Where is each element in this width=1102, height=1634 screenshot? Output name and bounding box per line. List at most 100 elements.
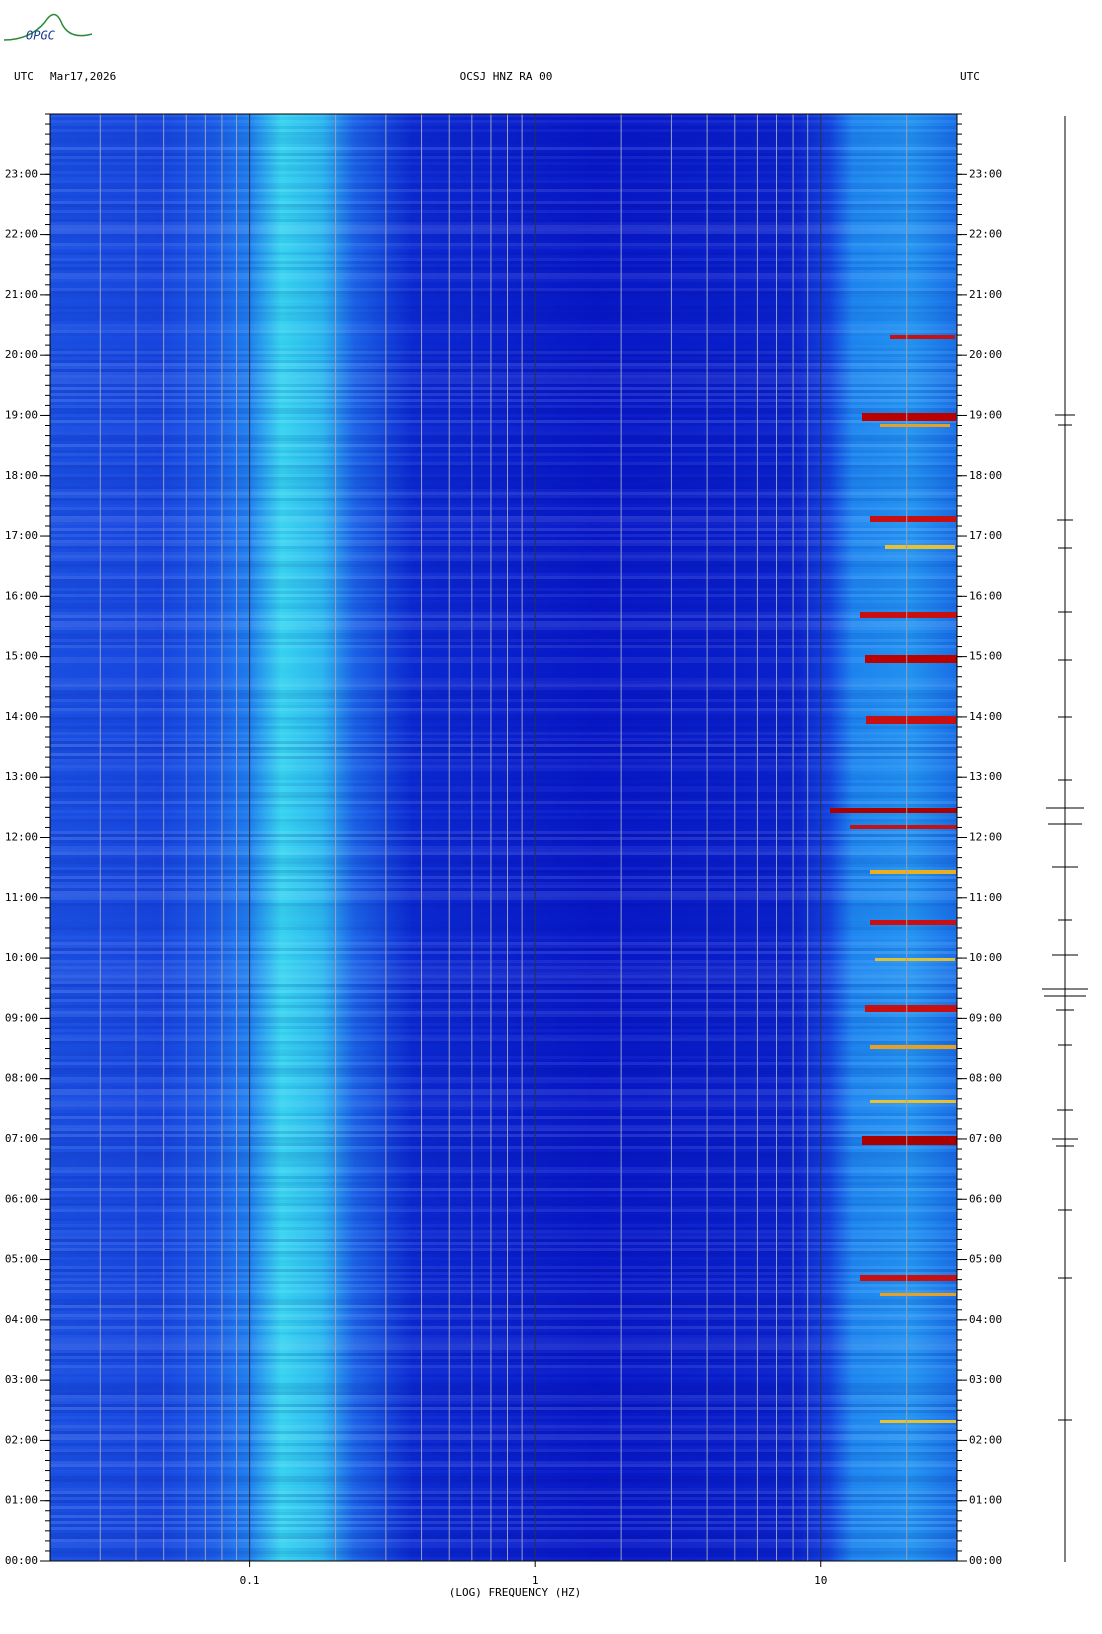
texture-stripe: [50, 951, 957, 954]
y-tick-label: 21:00: [5, 288, 38, 301]
texture-stripe: [50, 1524, 957, 1527]
texture-stripe: [50, 438, 957, 441]
texture-stripe: [50, 147, 957, 150]
texture-stripe: [50, 876, 957, 879]
texture-stripe: [50, 1170, 957, 1173]
texture-stripe: [50, 660, 957, 663]
texture-stripe: [50, 1281, 957, 1284]
texture-stripe: [50, 468, 957, 471]
texture-stripe: [50, 1230, 957, 1233]
texture-stripe: [50, 387, 957, 390]
texture-stripe: [50, 543, 957, 546]
texture-stripe: [50, 1533, 957, 1536]
texture-stripe: [50, 1455, 957, 1458]
y-tick-label: 08:00: [969, 1072, 1002, 1085]
texture-stripe: [50, 606, 957, 609]
texture-stripe: [50, 882, 957, 885]
texture-stripe: [50, 1164, 957, 1167]
texture-stripe: [50, 684, 957, 687]
y-tick-label: 21:00: [969, 288, 1002, 301]
texture-stripe: [50, 975, 957, 978]
texture-stripe: [50, 495, 957, 498]
texture-stripe: [50, 852, 957, 855]
texture-stripe: [50, 840, 957, 843]
texture-stripe: [50, 1431, 957, 1434]
chart-title: OCSJ HNZ RA 00: [460, 70, 553, 83]
texture-stripe: [50, 228, 957, 231]
texture-stripe: [50, 1344, 957, 1347]
texture-stripe: [50, 849, 957, 852]
texture-stripe: [50, 327, 957, 330]
texture-stripe: [50, 1425, 957, 1428]
texture-stripe: [50, 744, 957, 747]
x-tick-label: 0.1: [240, 1574, 260, 1587]
texture-stripe: [50, 1269, 957, 1272]
texture-stripe: [50, 1131, 957, 1134]
texture-stripe: [50, 792, 957, 795]
texture-stripe: [50, 579, 957, 582]
texture-stripe: [50, 1020, 957, 1023]
texture-stripe: [50, 312, 957, 315]
y-tick-label: 20:00: [5, 348, 38, 361]
texture-stripe: [50, 777, 957, 780]
texture-stripe: [50, 207, 957, 210]
texture-stripe: [50, 591, 957, 594]
texture-stripe: [50, 1548, 957, 1551]
texture-stripe: [50, 366, 957, 369]
texture-stripe: [50, 237, 957, 240]
texture-stripe: [50, 756, 957, 759]
texture-stripe: [50, 135, 957, 138]
texture-stripe: [50, 705, 957, 708]
texture-stripe: [50, 441, 957, 444]
texture-stripe: [50, 1092, 957, 1095]
texture-stripe: [50, 1542, 957, 1545]
texture-stripe: [50, 642, 957, 645]
texture-stripe: [50, 846, 957, 849]
texture-stripe: [50, 138, 957, 141]
texture-stripe: [50, 498, 957, 501]
texture-stripe: [50, 168, 957, 171]
texture-stripe: [50, 978, 957, 981]
texture-stripe: [50, 1365, 957, 1368]
texture-stripe: [50, 1461, 957, 1464]
texture-stripe: [50, 1317, 957, 1320]
texture-stripe: [50, 1068, 957, 1071]
y-tick-label: 03:00: [5, 1373, 38, 1386]
texture-stripe: [50, 1062, 957, 1065]
texture-stripe: [50, 1437, 957, 1440]
texture-stripe: [50, 1005, 957, 1008]
y-tick-label: 12:00: [969, 831, 1002, 844]
y-tick-label: 07:00: [5, 1132, 38, 1145]
texture-stripe: [50, 891, 957, 894]
texture-stripe: [50, 903, 957, 906]
seismogram: [1042, 116, 1088, 1562]
texture-stripe: [50, 966, 957, 969]
texture-stripe: [50, 1113, 957, 1116]
texture-stripe: [50, 1125, 957, 1128]
texture-stripe: [50, 276, 957, 279]
texture-stripe: [50, 1185, 957, 1188]
texture-stripe: [50, 384, 957, 387]
texture-stripe: [50, 1035, 957, 1038]
texture-stripe: [50, 1506, 957, 1509]
texture-stripe: [50, 258, 957, 261]
texture-stripe: [50, 870, 957, 873]
texture-stripe: [50, 582, 957, 585]
texture-stripe: [50, 1050, 957, 1053]
texture-stripe: [50, 1452, 957, 1455]
texture-stripe: [50, 612, 957, 615]
texture-stripe: [50, 1128, 957, 1131]
texture-stripe: [50, 774, 957, 777]
x-tick-label: 1: [532, 1574, 539, 1587]
y-tick-label: 05:00: [969, 1253, 1002, 1266]
texture-stripe: [50, 1101, 957, 1104]
texture-stripe: [50, 1527, 957, 1530]
texture-stripe: [50, 1494, 957, 1497]
y-tick-label: 12:00: [5, 831, 38, 844]
texture-stripe: [50, 1074, 957, 1077]
texture-stripe: [50, 1227, 957, 1230]
texture-stripe: [50, 291, 957, 294]
texture-stripe: [50, 1320, 957, 1323]
texture-stripe: [50, 1338, 957, 1341]
